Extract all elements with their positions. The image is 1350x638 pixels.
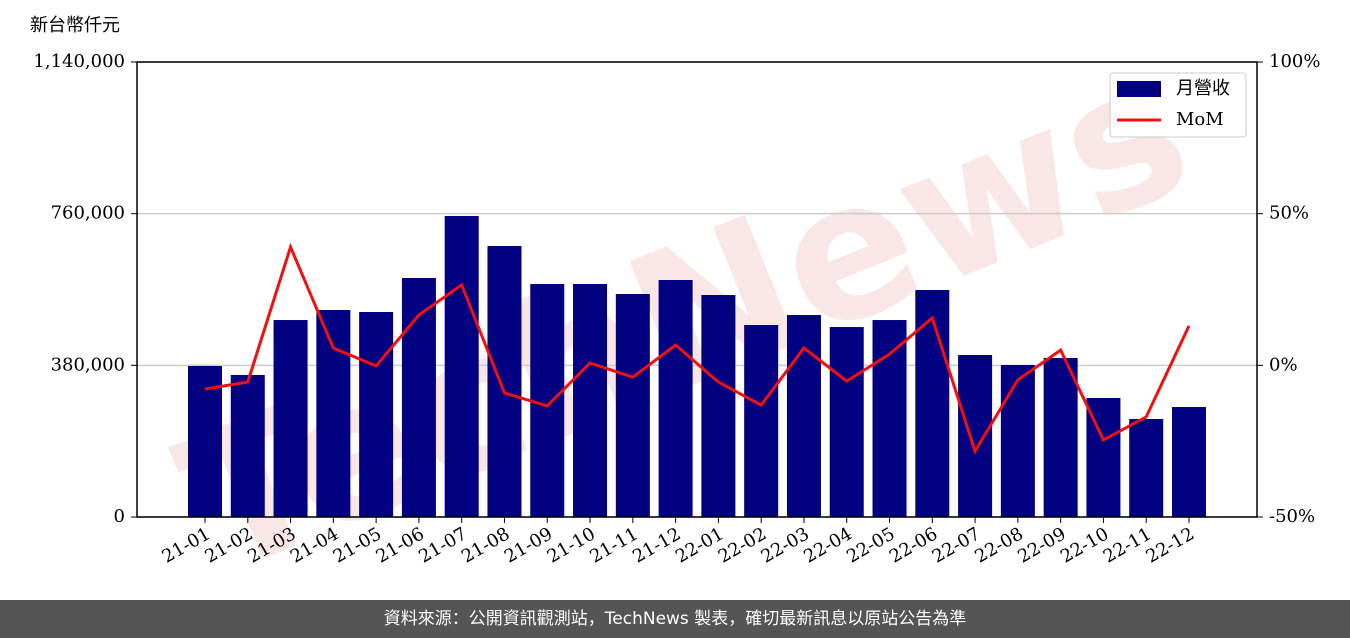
- x-tick-label: 22-06: [886, 523, 941, 567]
- bar: [273, 320, 308, 517]
- x-tick-label: 21-10: [544, 523, 599, 567]
- bar: [1043, 357, 1078, 517]
- bar: [615, 294, 650, 517]
- x-tick-label: 22-08: [971, 523, 1026, 567]
- bar: [444, 215, 479, 518]
- x-tick-label: 22-09: [1014, 523, 1069, 567]
- footer-band: [0, 600, 1350, 638]
- bar: [230, 374, 265, 517]
- x-tick-label: 21-08: [458, 523, 513, 567]
- bar: [744, 325, 779, 517]
- y2-tick-label: 100%: [1269, 51, 1320, 72]
- x-tick-label: 22-03: [758, 523, 813, 567]
- bar: [958, 354, 993, 517]
- x-tick-label: 22-11: [1100, 523, 1155, 567]
- y-tick-label: 380,000: [51, 354, 125, 375]
- bar: [872, 320, 907, 517]
- bar: [1000, 365, 1035, 517]
- x-tick-label: 22-04: [800, 523, 855, 567]
- y2-tick-label: -50%: [1269, 506, 1315, 527]
- x-tick-label: 22-05: [843, 523, 898, 567]
- y2-tick-label: 50%: [1269, 203, 1309, 224]
- bar: [530, 283, 565, 517]
- x-tick-label: 21-01: [159, 523, 214, 567]
- mom-line: [204, 242, 1191, 455]
- x-tick-label: 21-11: [586, 523, 641, 567]
- bar: [915, 290, 950, 517]
- legend-label: MoM: [1176, 109, 1224, 130]
- y-tick-label: 0: [114, 506, 125, 527]
- footer: 資料來源：公開資訊觀測站，TechNews 製表，確切最新訊息以原站公告為準: [384, 609, 966, 629]
- x-tick-label: 22-02: [715, 523, 770, 567]
- bar: [658, 280, 693, 517]
- y2-tick-label: 0%: [1269, 354, 1298, 375]
- bar: [188, 366, 222, 517]
- bar: [1129, 419, 1164, 517]
- bar: [316, 310, 351, 517]
- y-axis-label: 新台幣仟元: [30, 15, 120, 36]
- x-tick-label: 22-07: [929, 523, 984, 567]
- legend-swatch: [1117, 81, 1161, 97]
- bar: [829, 327, 864, 517]
- legend-label: 月營收: [1176, 78, 1230, 99]
- bar: [573, 283, 608, 517]
- x-tick-label: 22-01: [672, 523, 727, 567]
- x-tick-label: 22-10: [1057, 523, 1112, 567]
- bar: [1172, 407, 1206, 517]
- bar: [701, 295, 736, 517]
- y-tick-label: 1,140,000: [33, 51, 125, 72]
- y-tick-label: 760,000: [51, 203, 125, 224]
- bar: [487, 245, 522, 518]
- x-tick-label: 21-09: [501, 523, 556, 567]
- x-tick-label: 21-12: [629, 523, 684, 567]
- plot-frame: [136, 61, 1258, 518]
- bar: [401, 278, 436, 517]
- bar: [786, 315, 821, 517]
- bar: [359, 312, 394, 517]
- x-tick-label: 22-12: [1143, 523, 1198, 567]
